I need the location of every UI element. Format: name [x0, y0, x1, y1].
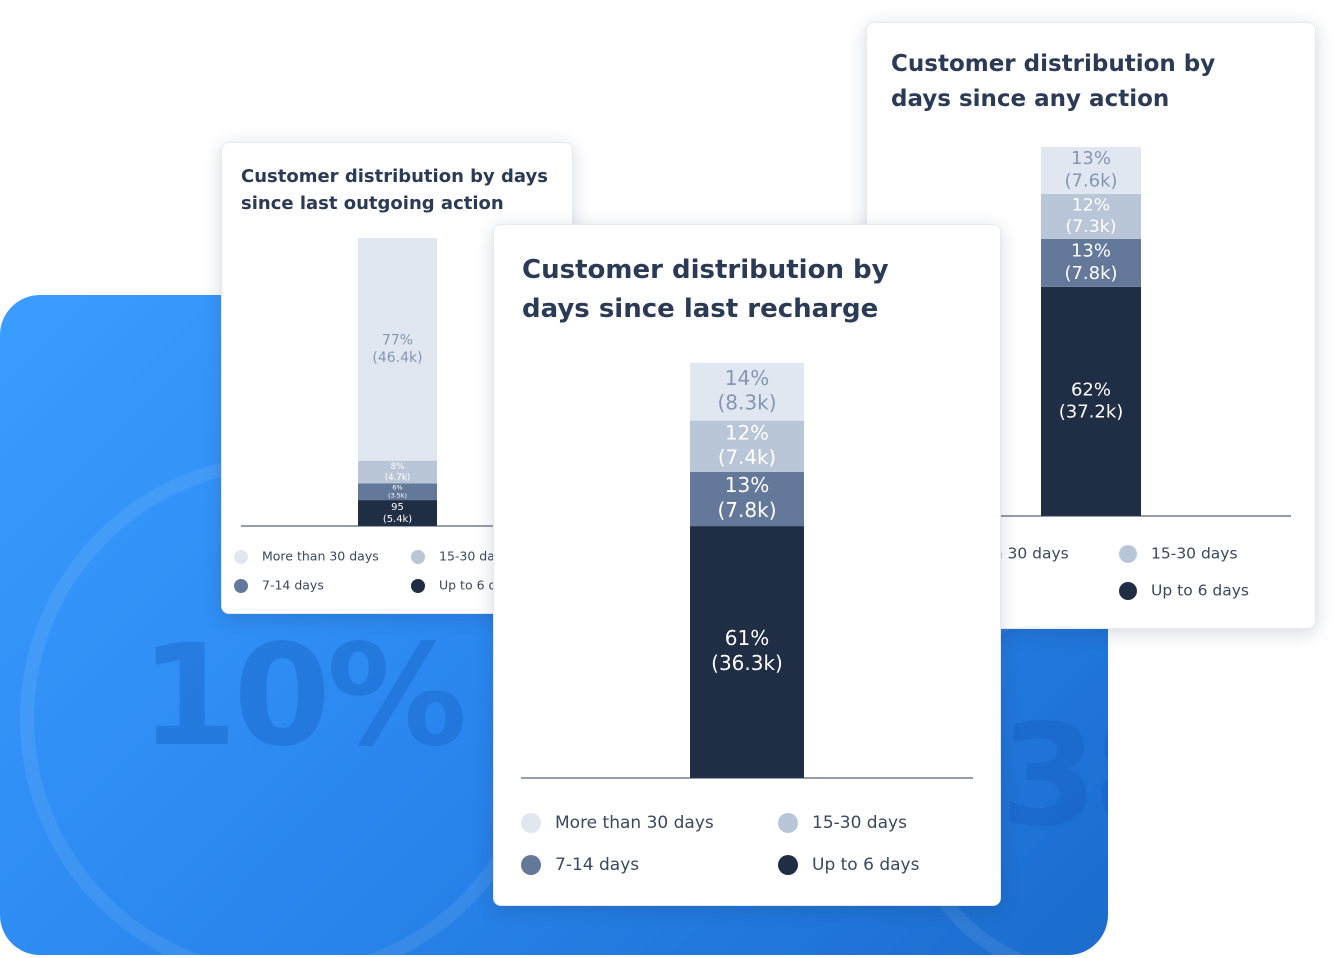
background-label: 10% — [140, 615, 467, 778]
percent-label: 61% — [725, 626, 769, 650]
value-label: (7.6k) — [1064, 171, 1117, 192]
legend-label: 7-14 days — [262, 578, 324, 593]
chart-title: Customer distribution by days since any … — [891, 51, 1216, 112]
legend-label: 15-30 days — [812, 813, 907, 833]
legend-marker — [411, 579, 425, 593]
bar-segment — [358, 460, 437, 484]
percent-label: 62% — [1071, 379, 1111, 400]
bar-segment — [690, 526, 804, 778]
legend-label: Up to 6 days — [1151, 582, 1249, 600]
percent-label: 13% — [1071, 148, 1111, 169]
value-label: (7.4k) — [718, 446, 776, 469]
value-label: (46.4k) — [372, 350, 422, 366]
chart-card: Customer distribution by days since any … — [866, 22, 1316, 629]
bar-segment — [1041, 147, 1141, 194]
legend-label: 7-14 days — [555, 855, 639, 875]
value-label: (7.3k) — [1066, 217, 1117, 237]
chart-title: Customer distribution by days since last… — [522, 255, 889, 324]
legend-marker — [521, 813, 541, 833]
legend-label: More than 30 days — [555, 813, 714, 833]
bar-segment — [358, 500, 437, 526]
bar-segment — [358, 238, 437, 461]
bar-segment — [690, 363, 804, 421]
legend-marker — [1119, 545, 1137, 563]
percent-label: 12% — [725, 422, 769, 445]
chart: 95(5.4k) 6%(3.5k) 8%(4.7k) 77%(46.4k) More t… — [234, 238, 518, 593]
value-label: (7.8k) — [1064, 263, 1117, 284]
legend-marker — [521, 855, 541, 875]
legend-marker — [234, 579, 248, 593]
value-label: (36.3k) — [711, 651, 783, 675]
legend-label: 15-30 days — [1151, 545, 1238, 563]
percent-label: 14% — [725, 366, 769, 390]
value-label: (3.5k) — [388, 492, 407, 500]
legend-label: More than 30 days — [262, 549, 379, 564]
bar-segment — [690, 471, 804, 527]
chart: 61%(36.3k) 13%(7.8k) 12%(7.4k) 14%(8.3k) Mor… — [521, 363, 973, 875]
percent-label: 13% — [1071, 241, 1111, 262]
legend-marker — [778, 855, 798, 875]
legend-marker — [234, 550, 248, 564]
value-label: (4.7k) — [385, 473, 411, 483]
background-label: 38% — [1000, 695, 1108, 858]
percent-label: 6% — [392, 484, 402, 492]
percent-label: 8% — [391, 462, 405, 472]
percent-label: 95 — [391, 502, 404, 513]
value-label: (37.2k) — [1059, 402, 1124, 423]
percent-label: 13% — [725, 473, 769, 497]
chart-title: Customer distribution by days since last… — [241, 166, 548, 214]
bar-segment — [690, 420, 804, 472]
legend-label: Up to 6 days — [812, 855, 920, 875]
legend-marker — [411, 550, 425, 564]
bar-segment — [1041, 193, 1141, 239]
legend-marker — [1119, 582, 1137, 600]
value-label: (7.8k) — [718, 498, 777, 522]
chart-card: Customer distribution by days since last… — [493, 224, 1001, 906]
value-label: (5.4k) — [383, 514, 412, 525]
legend-label: 15-30 days — [439, 549, 509, 564]
bar-segment — [1041, 286, 1141, 516]
percent-label: 12% — [1072, 196, 1110, 216]
legend-marker — [778, 813, 798, 833]
bar-segment — [358, 483, 437, 501]
bar-segment — [1041, 238, 1141, 287]
percent-label: 77% — [382, 333, 413, 349]
value-label: (8.3k) — [718, 391, 777, 415]
